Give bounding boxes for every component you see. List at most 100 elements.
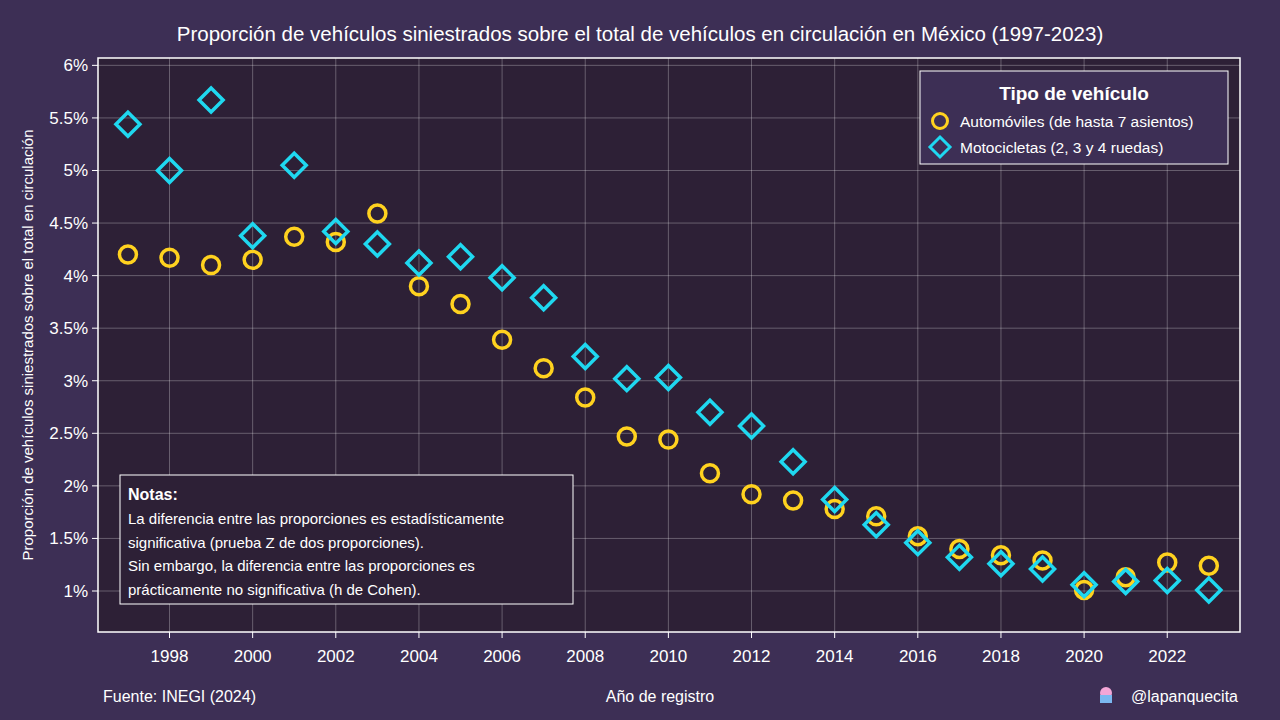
legend-title: Tipo de vehículo — [999, 83, 1149, 104]
point — [615, 367, 639, 391]
grid-line — [98, 380, 1240, 381]
tick-mark — [92, 65, 98, 66]
notes-line: prácticamente no significativa (h de Coh… — [128, 581, 421, 598]
tick-mark — [335, 632, 336, 638]
x-tick-label: 2018 — [982, 647, 1020, 666]
grid-line — [668, 58, 669, 632]
legend-marker — [930, 137, 950, 157]
x-tick-label: 2020 — [1065, 647, 1103, 666]
tick-mark — [92, 538, 98, 539]
y-tick-label: 1% — [63, 582, 88, 601]
legend-box — [920, 71, 1228, 164]
tick-mark — [92, 433, 98, 434]
y-tick-label: 5% — [63, 161, 88, 180]
plot-area — [98, 58, 1240, 632]
point — [199, 88, 223, 112]
tick-mark — [92, 485, 98, 486]
point — [535, 360, 552, 377]
point — [449, 245, 473, 269]
y-tick-label: 2% — [63, 477, 88, 496]
x-tick-label: 2008 — [566, 647, 604, 666]
x-tick-label: 2010 — [649, 647, 687, 666]
tick-mark — [418, 632, 419, 638]
grid-line — [98, 223, 1240, 224]
grid-line — [751, 58, 752, 632]
x-tick-label: 2012 — [733, 647, 771, 666]
tick-mark — [1000, 632, 1001, 638]
point — [241, 224, 265, 248]
grid-line — [98, 433, 1240, 434]
point — [369, 205, 386, 222]
point — [947, 545, 971, 569]
grid-line — [834, 58, 835, 632]
tick-mark — [92, 380, 98, 381]
y-tick-label: 5.5% — [49, 109, 88, 128]
tick-mark — [92, 223, 98, 224]
y-tick-label: 2.5% — [49, 424, 88, 443]
point — [452, 296, 469, 313]
point — [826, 501, 843, 518]
point — [660, 431, 677, 448]
point — [989, 552, 1013, 576]
point — [1155, 568, 1179, 592]
point — [740, 414, 764, 438]
grid-line — [98, 170, 1240, 171]
x-tick-label: 2000 — [234, 647, 272, 666]
y-tick-label: 4.5% — [49, 214, 88, 233]
point — [823, 488, 847, 512]
tick-mark — [1084, 632, 1085, 638]
tick-mark — [92, 117, 98, 118]
point — [698, 400, 722, 424]
plot-frame — [98, 58, 1240, 632]
chart: 1%1.5%2%2.5%3%3.5%4%4.5%5%5.5%6%19982000… — [0, 0, 1280, 720]
point — [407, 251, 431, 275]
tick-mark — [502, 632, 503, 638]
point — [244, 251, 261, 268]
point — [494, 331, 511, 348]
y-tick-label: 3.5% — [49, 319, 88, 338]
y-tick-label: 6% — [63, 56, 88, 75]
background — [0, 0, 1280, 720]
point — [203, 257, 220, 274]
notes-title: Notas: — [128, 486, 178, 503]
series-0 — [119, 205, 1217, 598]
point — [324, 219, 348, 243]
point — [656, 366, 680, 390]
point — [618, 428, 635, 445]
point — [864, 513, 888, 537]
point — [906, 531, 930, 555]
point — [286, 228, 303, 245]
credit: @lapanquecita — [1131, 688, 1238, 705]
tick-mark — [1167, 632, 1168, 638]
point — [158, 158, 182, 182]
point — [1197, 578, 1221, 602]
grid-line — [98, 328, 1240, 329]
point — [701, 465, 718, 482]
tick-mark — [92, 170, 98, 171]
source: Fuente: INEGI (2024) — [103, 688, 256, 705]
tick-mark — [917, 632, 918, 638]
point — [577, 389, 594, 406]
point — [410, 278, 427, 295]
tick-mark — [92, 328, 98, 329]
x-tick-label: 2014 — [816, 647, 854, 666]
tick-mark — [751, 632, 752, 638]
tick-mark — [169, 632, 170, 638]
point — [532, 286, 556, 310]
x-tick-label: 1998 — [151, 647, 189, 666]
notes-box — [120, 475, 573, 604]
y-tick-label: 4% — [63, 267, 88, 286]
point — [282, 153, 306, 177]
notes-line: Sin embargo, la diferencia entre las pro… — [128, 557, 475, 574]
point — [116, 112, 140, 136]
tick-mark — [834, 632, 835, 638]
tick-mark — [252, 632, 253, 638]
y-tick-label: 3% — [63, 372, 88, 391]
tick-mark — [585, 632, 586, 638]
grid-line — [98, 65, 1240, 66]
point — [1031, 557, 1055, 581]
notes-line: significativa (prueba Z de dos proporcio… — [128, 534, 424, 551]
tick-mark — [668, 632, 669, 638]
point — [1114, 570, 1138, 594]
y-axis-label: Proporción de vehículos siniestrados sob… — [19, 129, 36, 560]
